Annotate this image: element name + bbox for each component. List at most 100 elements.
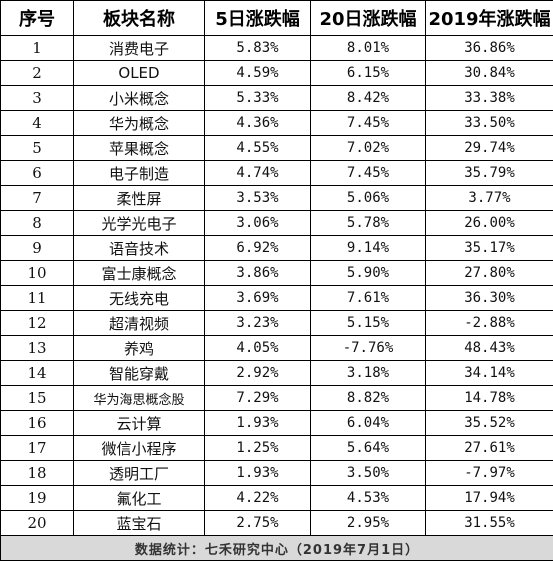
cell-5day-change: 7.29% (204, 385, 311, 411)
cell-sector-name: 柔性屏 (73, 185, 205, 211)
cell-sector-name: 电子制造 (73, 160, 205, 186)
cell-sector-name: 云计算 (73, 410, 205, 436)
cell-sector-name: 智能穿戴 (73, 360, 205, 386)
cell-5day-change: 3.06% (204, 210, 311, 236)
table-row: 7 柔性屏 3.53% 5.06% 3.77% (0, 185, 553, 211)
cell-sector-name: 小米概念 (73, 85, 205, 111)
cell-20day-change: 3.18% (310, 360, 426, 386)
table-row: 12 超清视频 3.23% 5.15% -2.88% (0, 310, 553, 336)
table-row: 19 氟化工 4.22% 4.53% 17.94% (0, 485, 553, 511)
table-row: 15 华为海思概念股 7.29% 8.82% 14.78% (0, 385, 553, 411)
table-row: 18 透明工厂 1.93% 3.50% -7.97% (0, 460, 553, 486)
cell-5day-change: 3.86% (204, 260, 311, 286)
cell-2019-change: 36.86% (425, 35, 553, 61)
cell-sector-name: 消费电子 (73, 35, 205, 61)
cell-2019-change: 35.17% (425, 235, 553, 261)
cell-2019-change: 34.14% (425, 360, 553, 386)
column-header-5day-change: 5日涨跌幅 (204, 0, 311, 36)
cell-5day-change: 5.83% (204, 35, 311, 61)
cell-index: 6 (0, 160, 74, 186)
cell-20day-change: 8.42% (310, 85, 426, 111)
cell-2019-change: 27.61% (425, 435, 553, 461)
cell-5day-change: 4.22% (204, 485, 311, 511)
cell-20day-change: 7.45% (310, 160, 426, 186)
column-header-2019-change: 2019年涨跌幅 (425, 0, 553, 36)
cell-sector-name: 养鸡 (73, 335, 205, 361)
cell-2019-change: 31.55% (425, 510, 553, 536)
cell-index: 19 (0, 485, 74, 511)
table-row: 4 华为概念 4.36% 7.45% 33.50% (0, 110, 553, 136)
cell-20day-change: 3.50% (310, 460, 426, 486)
column-header-20day-change: 20日涨跌幅 (310, 0, 426, 36)
cell-5day-change: 3.53% (204, 185, 311, 211)
table-row: 13 养鸡 4.05% -7.76% 48.43% (0, 335, 553, 361)
cell-20day-change: 7.61% (310, 285, 426, 311)
cell-sector-name: 语音技术 (73, 235, 205, 261)
cell-20day-change: 6.04% (310, 410, 426, 436)
cell-sector-name: 富士康概念 (73, 260, 205, 286)
cell-2019-change: 35.52% (425, 410, 553, 436)
cell-5day-change: 1.25% (204, 435, 311, 461)
cell-20day-change: 8.01% (310, 35, 426, 61)
cell-20day-change: 6.15% (310, 60, 426, 86)
cell-2019-change: 3.77% (425, 185, 553, 211)
table-row: 5 苹果概念 4.55% 7.02% 29.74% (0, 135, 553, 161)
cell-5day-change: 5.33% (204, 85, 311, 111)
source-note: 数据统计：七禾研究中心（2019年7月1日） (0, 535, 553, 561)
cell-5day-change: 2.92% (204, 360, 311, 386)
cell-index: 18 (0, 460, 74, 486)
cell-index: 20 (0, 510, 74, 536)
cell-sector-name: 华为海思概念股 (73, 385, 205, 411)
table-row: 14 智能穿戴 2.92% 3.18% 34.14% (0, 360, 553, 386)
cell-2019-change: 48.43% (425, 335, 553, 361)
cell-20day-change: 2.95% (310, 510, 426, 536)
table-row: 11 无线充电 3.69% 7.61% 36.30% (0, 285, 553, 311)
cell-2019-change: 26.00% (425, 210, 553, 236)
cell-20day-change: 5.78% (310, 210, 426, 236)
cell-2019-change: -2.88% (425, 310, 553, 336)
cell-index: 14 (0, 360, 74, 386)
cell-5day-change: 4.55% (204, 135, 311, 161)
cell-2019-change: 36.30% (425, 285, 553, 311)
cell-index: 8 (0, 210, 74, 236)
cell-sector-name: OLED (73, 60, 205, 86)
table-header-row: 序号 板块名称 5日涨跌幅 20日涨跌幅 2019年涨跌幅 (0, 0, 553, 36)
cell-2019-change: 33.38% (425, 85, 553, 111)
cell-5day-change: 1.93% (204, 460, 311, 486)
table-row: 1 消费电子 5.83% 8.01% 36.86% (0, 35, 553, 61)
cell-2019-change: 29.74% (425, 135, 553, 161)
cell-20day-change: 9.14% (310, 235, 426, 261)
cell-sector-name: 蓝宝石 (73, 510, 205, 536)
cell-5day-change: 3.69% (204, 285, 311, 311)
cell-20day-change: 7.02% (310, 135, 426, 161)
cell-5day-change: 4.59% (204, 60, 311, 86)
cell-index: 13 (0, 335, 74, 361)
cell-5day-change: 3.23% (204, 310, 311, 336)
cell-sector-name: 苹果概念 (73, 135, 205, 161)
cell-sector-name: 超清视频 (73, 310, 205, 336)
cell-2019-change: 27.80% (425, 260, 553, 286)
cell-index: 4 (0, 110, 74, 136)
cell-sector-name: 无线充电 (73, 285, 205, 311)
cell-sector-name: 氟化工 (73, 485, 205, 511)
cell-index: 7 (0, 185, 74, 211)
cell-20day-change: 5.64% (310, 435, 426, 461)
cell-20day-change: -7.76% (310, 335, 426, 361)
column-header-sector-name: 板块名称 (73, 0, 205, 36)
table-row: 17 微信小程序 1.25% 5.64% 27.61% (0, 435, 553, 461)
cell-5day-change: 4.36% (204, 110, 311, 136)
cell-2019-change: 33.50% (425, 110, 553, 136)
column-header-index: 序号 (0, 0, 74, 36)
table-row: 8 光学光电子 3.06% 5.78% 26.00% (0, 210, 553, 236)
cell-20day-change: 5.06% (310, 185, 426, 211)
cell-2019-change: -7.97% (425, 460, 553, 486)
table-row: 16 云计算 1.93% 6.04% 35.52% (0, 410, 553, 436)
table-row: 20 蓝宝石 2.75% 2.95% 31.55% (0, 510, 553, 536)
cell-index: 2 (0, 60, 74, 86)
cell-index: 12 (0, 310, 74, 336)
table-row: 3 小米概念 5.33% 8.42% 33.38% (0, 85, 553, 111)
cell-index: 10 (0, 260, 74, 286)
cell-sector-name: 光学光电子 (73, 210, 205, 236)
cell-2019-change: 17.94% (425, 485, 553, 511)
